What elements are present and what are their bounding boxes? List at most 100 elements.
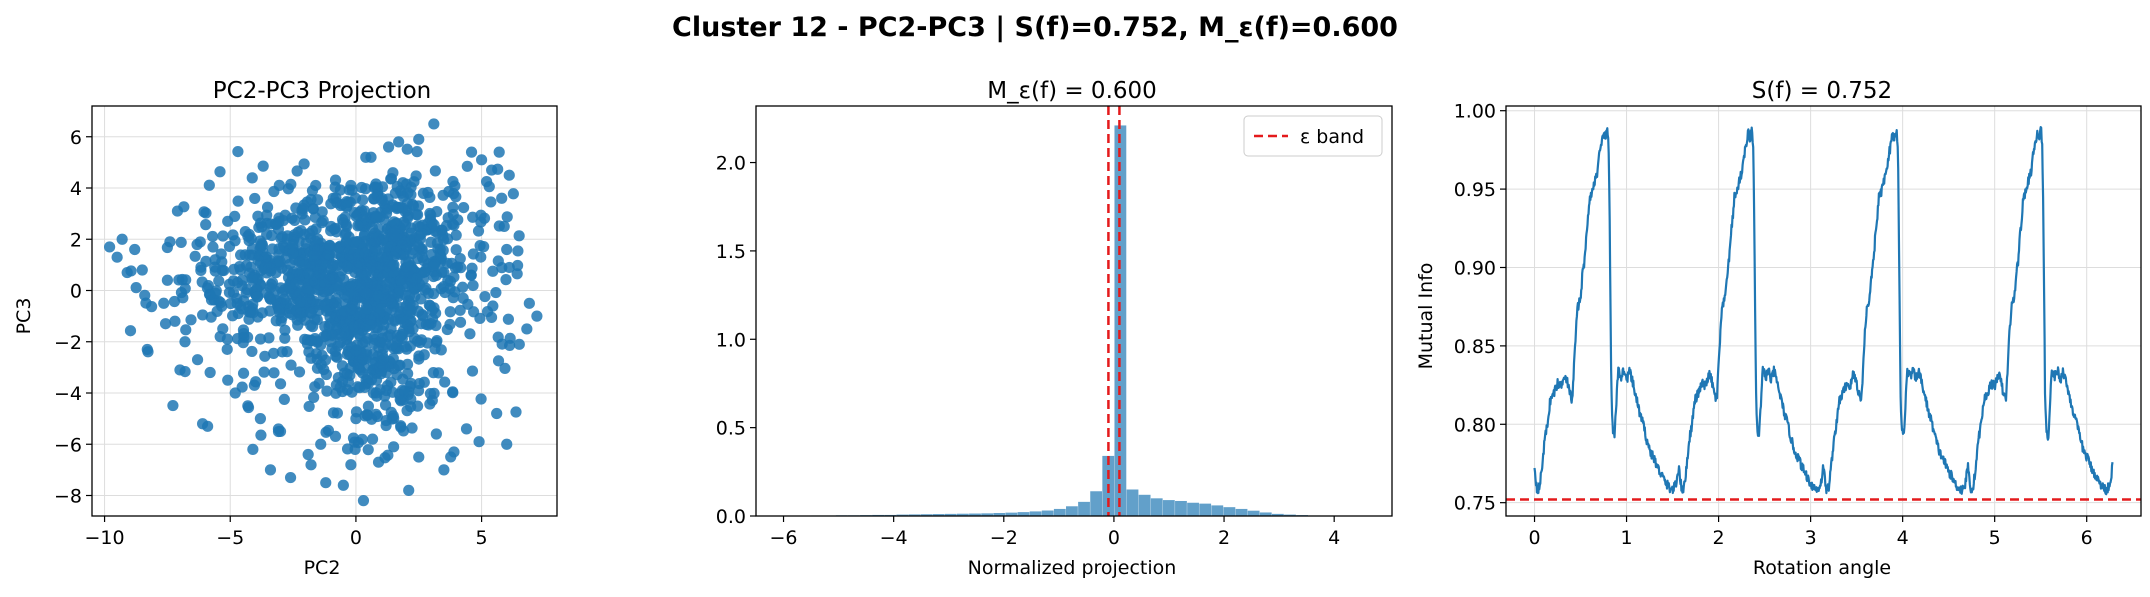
scatter-point: [451, 230, 462, 241]
scatter-point: [160, 318, 171, 329]
scatter-point: [353, 328, 364, 339]
scatter-point: [377, 333, 388, 344]
scatter-point: [104, 241, 115, 252]
scatter-point: [225, 298, 236, 309]
histogram-ytick-label: 0.0: [716, 506, 746, 528]
histogram-bar: [1054, 509, 1066, 516]
scatter-point: [200, 219, 211, 230]
scatter-point: [415, 233, 426, 244]
scatter-point: [294, 257, 305, 268]
scatter-point: [235, 300, 246, 311]
scatter-point: [531, 311, 542, 322]
scatter-point: [173, 274, 184, 285]
scatter-point: [352, 381, 363, 392]
scatter-point: [448, 188, 459, 199]
scatter-point: [395, 275, 406, 286]
scatter-point: [315, 439, 326, 450]
scatter-point: [365, 152, 376, 163]
scatter-point: [381, 415, 392, 426]
scatter-point: [350, 413, 361, 424]
scatter-plot-area: [92, 106, 557, 516]
scatter-point: [222, 344, 233, 355]
line-panel: S(f) = 0.752 Rotation angle Mutual Info …: [1415, 78, 2141, 579]
scatter-point: [439, 376, 450, 387]
scatter-point: [242, 400, 253, 411]
scatter-point: [504, 170, 515, 181]
histogram-ytick-label: 1.0: [716, 329, 746, 351]
scatter-point: [479, 291, 490, 302]
scatter-point: [405, 227, 416, 238]
scatter-point: [360, 248, 371, 259]
scatter-point: [256, 238, 267, 249]
scatter-point: [215, 331, 226, 342]
scatter-point: [158, 298, 169, 309]
scatter-point: [508, 188, 519, 199]
scatter-point: [258, 161, 269, 172]
scatter-point: [384, 277, 395, 288]
histogram-xtick-label: 0: [1108, 527, 1120, 549]
scatter-point: [299, 214, 310, 225]
figure-suptitle: Cluster 12 - PC2-PC3 | S(f)=0.752, M_ε(f…: [672, 12, 1398, 43]
scatter-point: [367, 260, 378, 271]
histogram-xlabel: Normalized projection: [968, 557, 1177, 579]
scatter-point: [380, 399, 391, 410]
scatter-point: [510, 406, 521, 417]
scatter-point: [383, 141, 394, 152]
scatter-point: [195, 262, 206, 273]
scatter-point: [403, 256, 414, 267]
line-xtick-label: 5: [1989, 527, 2001, 549]
scatter-point: [304, 287, 315, 298]
scatter-point: [190, 251, 201, 262]
line-ytick-label: 0.90: [1454, 257, 1496, 279]
histogram-panel: M_ε(f) = 0.600 Normalized projection ε b…: [716, 78, 1392, 579]
scatter-point: [412, 401, 423, 412]
line-xtick-label: 1: [1621, 527, 1633, 549]
histogram-bar: [1078, 502, 1090, 516]
scatter-point: [468, 306, 479, 317]
scatter-point: [386, 340, 397, 351]
scatter-ytick-label: −2: [54, 332, 82, 354]
scatter-point: [397, 202, 408, 213]
scatter-point: [222, 216, 233, 227]
scatter-point: [350, 193, 361, 204]
histogram-bar: [1236, 509, 1248, 516]
scatter-point: [205, 367, 216, 378]
scatter-point: [265, 464, 276, 475]
scatter-point: [445, 306, 456, 317]
scatter-point: [424, 398, 435, 409]
scatter-point: [357, 354, 368, 365]
scatter-point: [493, 332, 504, 343]
scatter-point: [222, 375, 233, 386]
scatter-point: [167, 400, 178, 411]
scatter-point: [356, 182, 367, 193]
scatter-point: [331, 226, 342, 237]
scatter-point: [256, 221, 267, 232]
scatter-point: [411, 146, 422, 157]
scatter-point: [306, 353, 317, 364]
scatter-xtick-label: 5: [476, 527, 488, 549]
scatter-point: [247, 172, 258, 183]
scatter-point: [202, 421, 213, 432]
scatter-point: [462, 161, 473, 172]
scatter-point: [339, 306, 350, 317]
scatter-point: [279, 333, 290, 344]
line-title: S(f) = 0.752: [1752, 78, 1892, 104]
scatter-point: [475, 393, 486, 404]
scatter-point: [361, 409, 372, 420]
scatter-point: [512, 245, 523, 256]
scatter-point: [323, 249, 334, 260]
histogram-xtick-label: −4: [880, 527, 908, 549]
scatter-point: [204, 180, 215, 191]
scatter-point: [315, 260, 326, 271]
scatter-points: [104, 118, 542, 506]
scatter-point: [268, 367, 279, 378]
scatter-point: [419, 349, 430, 360]
scatter-point: [473, 225, 484, 236]
line-xtick-label: 6: [2081, 527, 2093, 549]
scatter-point: [232, 146, 243, 157]
scatter-point: [368, 387, 379, 398]
scatter-point: [419, 284, 430, 295]
scatter-point: [514, 339, 525, 350]
scatter-point: [395, 420, 406, 431]
scatter-point: [357, 434, 368, 445]
